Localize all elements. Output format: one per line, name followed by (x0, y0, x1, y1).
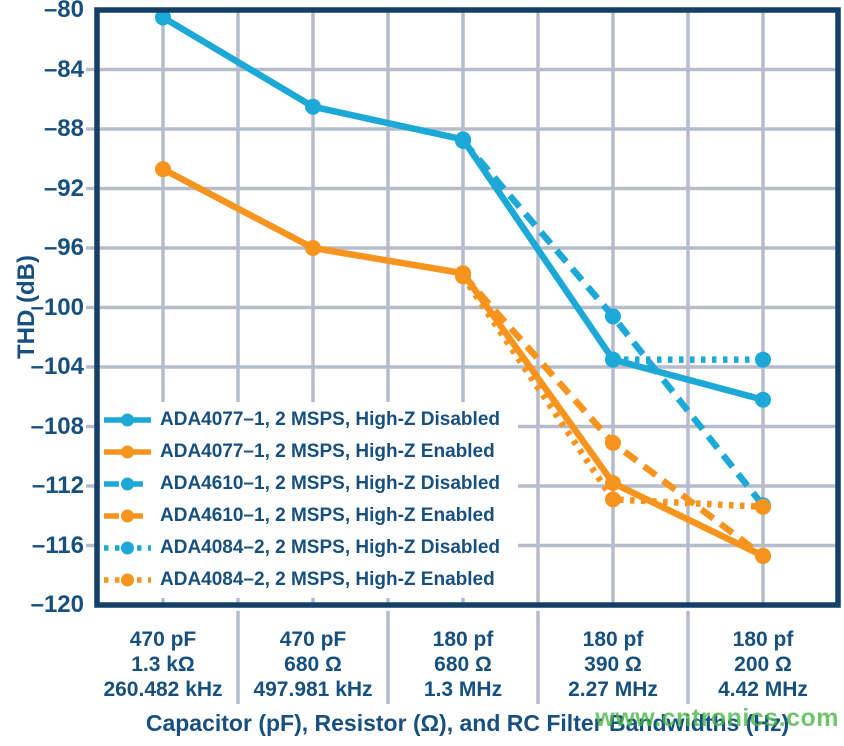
y-tick-label: –92 (43, 174, 84, 202)
category-label: 180 pf 200 Ω 4.42 MHz (688, 627, 838, 702)
data-point-marker (455, 132, 471, 149)
data-point-marker (755, 391, 771, 408)
category-label-line: 180 pf (732, 628, 794, 651)
plot-border (94, 7, 841, 608)
category-label-line: 1.3 kΩ (131, 653, 195, 676)
y-tick-label: –100 (30, 293, 84, 321)
data-point-marker (605, 491, 621, 508)
x-axis-title: Capacitor (pF), Resistor (Ω), and RC Fil… (145, 710, 790, 736)
data-point-marker (755, 351, 771, 368)
legend-swatch-dotted-line-icon (104, 573, 151, 587)
legend-label: ADA4084–2, 2 MSPS, High-Z Enabled (160, 569, 495, 590)
legend-label: ADA4077–1, 2 MSPS, High-Z Disabled (160, 409, 500, 430)
legend-label: ADA4077–1, 2 MSPS, High-Z Enabled (160, 441, 495, 462)
y-tick-label: –80 (43, 0, 84, 23)
category-label: 470 pF 1.3 kΩ 260.482 kHz (88, 627, 238, 702)
data-point-marker (155, 161, 171, 178)
data-point-marker (155, 9, 171, 26)
category-label-line: 470 pF (129, 628, 197, 651)
legend-swatch-dashed-line-icon (104, 509, 151, 523)
y-tick-label: –112 (31, 472, 84, 499)
category-label-line: 2.27 MHz (568, 678, 658, 701)
legend-item: ADA4084–2, 2 MSPS, High-Z Enabled (104, 565, 518, 596)
data-point-marker (755, 547, 771, 564)
category-label: 180 pf 390 Ω 2.27 MHz (538, 627, 688, 702)
legend: ADA4077–1, 2 MSPS, High-Z Disabled ADA407… (100, 402, 518, 598)
legend-swatch-dotted-line-icon (104, 541, 151, 555)
category-label-line: 1.3 MHz (423, 678, 503, 701)
category-label-line: 200 Ω (734, 653, 792, 676)
series-line (460, 274, 764, 511)
data-point-marker (605, 308, 621, 325)
data-point-marker (305, 98, 321, 115)
data-point-marker (755, 498, 771, 515)
legend-swatch-solid-line-icon (104, 413, 151, 427)
legend-item: ADA4077–1, 2 MSPS, High-Z Enabled (104, 437, 518, 468)
data-point-marker (605, 475, 621, 492)
category-label-line: 680 Ω (284, 653, 342, 676)
category-label-line: 390 Ω (584, 653, 642, 676)
data-point-marker (455, 268, 471, 285)
category-label-line: 4.42 MHz (718, 678, 808, 701)
y-tick-label: –96 (43, 234, 84, 261)
category-label-line: 470 pF (279, 628, 347, 651)
category-label: 470 pF 680 Ω 497.981 kHz (238, 627, 388, 702)
category-label-line: 180 pf (582, 628, 644, 651)
category-label: 180 pf 680 Ω 1.3 MHz (388, 627, 538, 702)
category-label-line: 180 pf (432, 628, 494, 651)
legend-item: ADA4610–1, 2 MSPS, High-Z Enabled (104, 501, 518, 532)
watermark: www.cntronics.com (595, 704, 839, 732)
legend-label: ADA4610–1, 2 MSPS, High-Z Disabled (160, 473, 500, 494)
legend-label: ADA4084–2, 2 MSPS, High-Z Disabled (160, 537, 500, 558)
legend-label: ADA4610–1, 2 MSPS, High-Z Enabled (160, 505, 495, 526)
y-tick-label: –104 (30, 353, 84, 380)
y-tick-label: –108 (30, 412, 84, 440)
category-label-line: 260.482 kHz (103, 678, 223, 701)
y-tick-label: –88 (43, 115, 84, 142)
y-tick-label: –116 (31, 531, 84, 559)
y-tick-label: –84 (43, 55, 84, 83)
category-label-line: 680 Ω (434, 653, 492, 676)
legend-item: ADA4077–1, 2 MSPS, High-Z Disabled (104, 405, 518, 436)
legend-item: ADA4610–1, 2 MSPS, High-Z Disabled (104, 469, 518, 500)
y-tick-label: –120 (30, 591, 84, 618)
data-point-marker (305, 240, 321, 256)
legend-swatch-solid-line-icon (104, 445, 151, 459)
legend-item: ADA4084–2, 2 MSPS, High-Z Disabled (104, 533, 518, 564)
legend-swatch-dashed-line-icon (104, 477, 151, 491)
data-point-marker (605, 434, 621, 451)
category-label-line: 497.981 kHz (253, 678, 373, 701)
data-point-marker (605, 351, 621, 368)
